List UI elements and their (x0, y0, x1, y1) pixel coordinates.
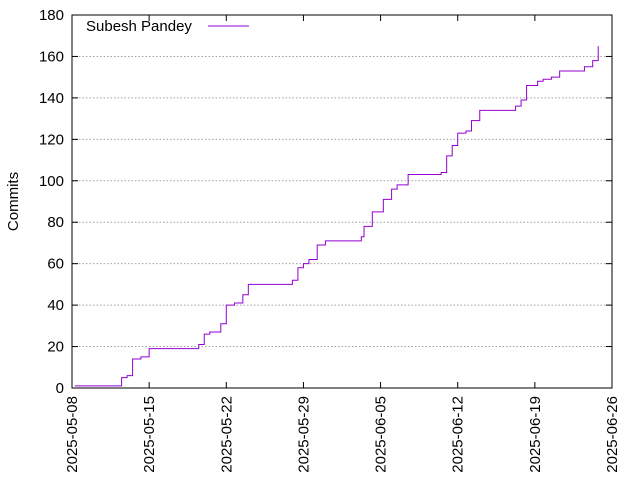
y-tick-label: 0 (56, 380, 64, 397)
y-axis-label: Commits (5, 172, 22, 231)
axis-ticks (71, 14, 613, 389)
x-tick-label: 2025-05-22 (218, 396, 235, 473)
y-tick-label: 120 (39, 131, 64, 148)
x-tick-label: 2025-06-05 (373, 396, 390, 473)
grid-lines (72, 55, 612, 348)
y-tick-label: 160 (39, 48, 64, 65)
x-tick-label: 2025-06-12 (450, 396, 467, 473)
x-tick-labels: 2025-05-08 2025-05-15 2025-05-22 2025-05-29… (64, 396, 621, 473)
x-tick-label: 2025-05-29 (295, 396, 312, 473)
x-tick-label: 2025-06-19 (527, 396, 544, 473)
x-tick-label: 2025-05-15 (141, 396, 158, 473)
series-line-subesh-pandey (74, 46, 599, 387)
y-tick-label: 60 (47, 256, 64, 273)
plot-frame (71, 14, 613, 389)
legend-entry-label: Subesh Pandey (86, 18, 192, 35)
x-tick-label: 2025-06-26 (604, 396, 621, 473)
y-tick-labels: 0 20 40 60 80 100 120 140 160 180 (39, 7, 64, 397)
legend: Subesh Pandey (86, 18, 249, 35)
x-tick-label: 2025-05-08 (64, 396, 81, 473)
y-tick-label: 100 (39, 173, 64, 190)
y-tick-label: 40 (47, 297, 64, 314)
y-tick-label: 140 (39, 90, 64, 107)
y-tick-label: 80 (47, 214, 64, 231)
y-tick-label: 20 (47, 339, 64, 356)
y-tick-label: 180 (39, 7, 64, 24)
